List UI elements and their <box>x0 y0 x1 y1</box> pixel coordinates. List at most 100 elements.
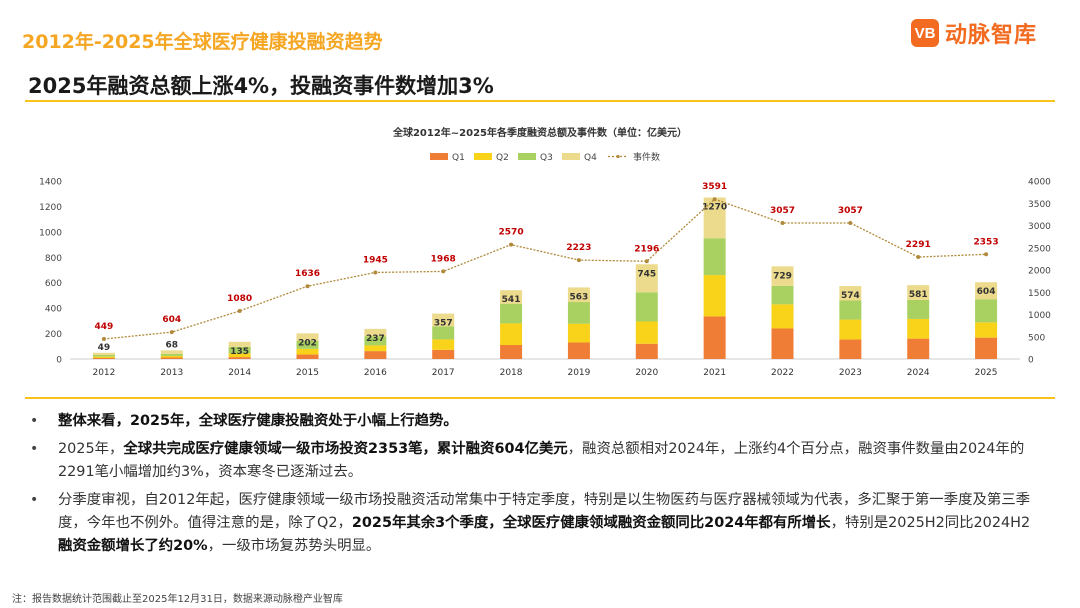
bar-segment-q3-2021 <box>703 238 726 276</box>
bar-total-label: 581 <box>909 290 928 300</box>
legend-label-q1: Q1 <box>452 153 465 163</box>
bullet-dot-icon: • <box>30 413 39 429</box>
events-point <box>169 330 174 335</box>
y2-axis-tick-label: 3500 <box>1028 200 1051 210</box>
bar-segment-q1-2023 <box>839 339 862 359</box>
x-axis-tick-label: 2014 <box>228 368 251 378</box>
y2-axis-tick-label: 2000 <box>1028 267 1051 277</box>
events-point <box>712 197 717 202</box>
bar-segment-q1-2025 <box>975 337 998 359</box>
funding-chart: 全球2012年~2025年各季度融资总额及事件数（单位：亿美元） Q1 Q2 Q3 Q4… <box>39 126 1051 378</box>
bar-segment-q4-2020 <box>635 264 658 293</box>
x-axis-tick-label: 2021 <box>703 368 726 378</box>
bar-segment-q3-2014 <box>228 346 251 354</box>
bar-total-label: 68 <box>166 340 179 350</box>
bar-segment-q2-2015 <box>296 348 319 355</box>
legend-swatch-q4 <box>562 153 580 160</box>
events-point <box>305 284 310 289</box>
bullet-text-part: ，特别是2025H2同比2024H2 <box>830 515 1031 531</box>
events-point <box>984 252 989 257</box>
x-axis-tick-label: 2018 <box>500 368 523 378</box>
bar-total-label: 729 <box>773 271 792 281</box>
bar-segment-q3-2012 <box>92 354 115 357</box>
events-point <box>848 220 853 225</box>
y-axis-tick-label: 0 <box>56 356 62 366</box>
bar-segment-q1-2022 <box>771 328 794 359</box>
bar-segment-q1-2015 <box>296 354 319 359</box>
events-data-label: 2570 <box>499 228 524 238</box>
bar-segment-q4-2018 <box>500 290 523 304</box>
bar-segment-q2-2022 <box>771 304 794 329</box>
bar-total-label: 237 <box>366 334 385 344</box>
legend-label-q2: Q2 <box>496 153 509 163</box>
y2-axis-tick-label: 0 <box>1028 356 1034 366</box>
footnote: 注：报告数据统计范围截止至2025年12月31日，数据来源动脉橙产业智库 <box>12 594 343 605</box>
bullet-text-part: ，融资总额相对2024年，上涨约4个百分点，融资事件数量由2024年的2291笔… <box>58 441 1025 480</box>
x-axis-tick-label: 2023 <box>839 368 862 378</box>
page-header-title: 2012年-2025年全球医疗健康投融资趋势 <box>22 31 383 53</box>
brand-logo-icon: VB <box>911 19 939 47</box>
bar-segment-q3-2018 <box>500 303 523 324</box>
bar-segment-q3-2023 <box>839 300 862 320</box>
events-point <box>101 337 106 342</box>
x-axis-tick-label: 2017 <box>432 368 455 378</box>
bar-segment-q3-2015 <box>296 340 319 349</box>
y2-axis-tick-label: 2500 <box>1028 244 1051 254</box>
bar-segment-q3-2019 <box>567 302 590 324</box>
bottom-divider <box>25 397 1055 399</box>
bullet-text-part: 分季度审视，自2012年起，医疗健康领域一级市场投融资活动常集中于特定季度，特别… <box>58 492 1031 531</box>
y2-axis-tick-label: 1500 <box>1028 289 1051 299</box>
legend-swatch-q3 <box>518 153 536 160</box>
bar-segment-q1-2019 <box>567 342 590 359</box>
bar-segment-q4-2015 <box>296 333 319 341</box>
bar-segment-q4-2014 <box>228 341 251 347</box>
events-data-label: 1945 <box>363 255 388 265</box>
legend-label-events: 事件数 <box>633 151 660 163</box>
bar-total-label: 49 <box>98 343 111 353</box>
bar-segment-q2-2020 <box>635 321 658 344</box>
x-axis-tick-label: 2016 <box>364 368 387 378</box>
legend-label-q3: Q3 <box>540 153 553 163</box>
legend-swatch-q1 <box>430 153 448 160</box>
events-data-label: 3057 <box>838 206 863 216</box>
bar-segment-q4-2012 <box>92 352 115 355</box>
bar-segment-q2-2014 <box>228 353 251 358</box>
brand-logo-text: 动脉智库 <box>945 23 1038 48</box>
bar-segment-q1-2012 <box>92 357 115 359</box>
x-axis-tick-label: 2024 <box>907 368 930 378</box>
events-data-label: 1080 <box>227 294 252 304</box>
y2-axis-tick-label: 3000 <box>1028 222 1051 232</box>
brand-logo: VB 动脉智库 <box>911 16 1037 50</box>
bar-total-label: 574 <box>841 291 860 301</box>
bullet-text-part: ，一级市场复苏势头明显。 <box>207 538 381 554</box>
bar-segment-q4-2025 <box>975 282 998 300</box>
y-axis-tick-label: 1200 <box>39 203 62 213</box>
events-data-label: 449 <box>95 322 114 332</box>
page-subtitle: 2025年融资总额上涨4%，投融资事件数增加3% <box>28 74 494 98</box>
bar-segment-q2-2012 <box>92 356 115 358</box>
bar-segment-q1-2016 <box>364 351 387 359</box>
x-axis-tick-label: 2015 <box>296 368 319 378</box>
bar-segment-q4-2016 <box>364 328 387 337</box>
bar-segment-q1-2021 <box>703 316 726 359</box>
bar-segment-q3-2020 <box>635 292 658 322</box>
y2-axis-tick-label: 1000 <box>1028 311 1051 321</box>
events-point <box>441 269 446 274</box>
bar-segment-q2-2018 <box>500 323 523 346</box>
bar-segment-q3-2024 <box>907 299 930 319</box>
bar-segment-q1-2013 <box>160 357 183 359</box>
events-line <box>103 198 987 340</box>
bar-total-label: 745 <box>637 269 656 279</box>
bullet-text-part: 整体来看，2025年，全球医疗健康投融资处于小幅上行趋势。 <box>58 413 458 429</box>
events-point <box>373 270 378 275</box>
bar-segment-q2-2024 <box>907 318 930 339</box>
bar-segment-q2-2019 <box>567 323 590 343</box>
events-point <box>576 258 581 263</box>
bar-segment-q1-2014 <box>228 357 251 359</box>
events-data-label: 2291 <box>906 240 931 250</box>
bullet-item: • 分季度审视，自2012年起，医疗健康领域一级市场投融资活动常集中于特定季度，特… <box>30 489 1040 558</box>
bar-total-label: 135 <box>230 347 249 357</box>
bar-total-label: 1270 <box>702 203 727 213</box>
bar-segment-q1-2017 <box>432 349 455 359</box>
events-data-label: 1636 <box>295 269 320 279</box>
